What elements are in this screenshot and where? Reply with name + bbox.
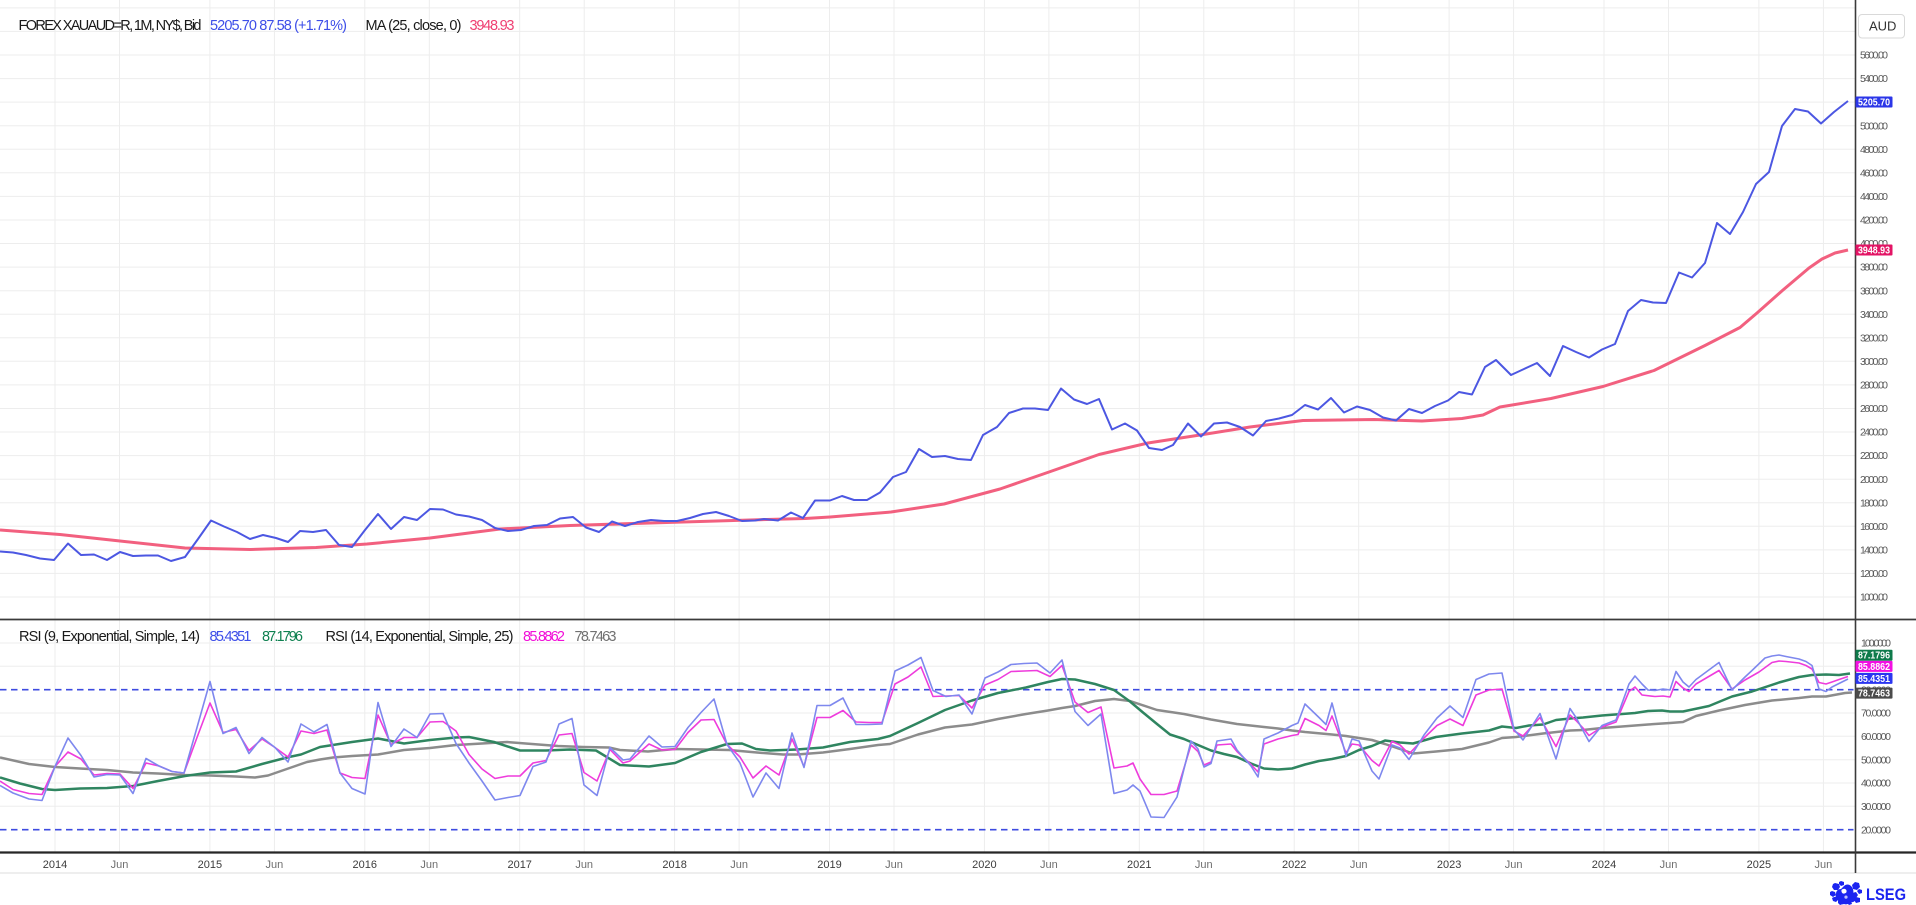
svg-text:4600.00: 4600.00 <box>1860 167 1888 179</box>
svg-text:78.7463: 78.7463 <box>575 629 617 645</box>
svg-text:3200.00: 3200.00 <box>1860 332 1888 344</box>
svg-text:Jun: Jun <box>885 859 903 871</box>
svg-text:4200.00: 4200.00 <box>1860 215 1888 227</box>
svg-text:2000.00: 2000.00 <box>1860 474 1888 486</box>
svg-text:2015: 2015 <box>198 859 222 871</box>
svg-text:3800.00: 3800.00 <box>1860 262 1888 274</box>
svg-text:FOREX XAUAUD=R, 1M, NY$, Bid: FOREX XAUAUD=R, 1M, NY$, Bid <box>19 18 202 34</box>
svg-text:3948.93: 3948.93 <box>470 18 515 34</box>
svg-text:2024: 2024 <box>1592 859 1616 871</box>
svg-text:20.0000: 20.0000 <box>1861 824 1891 836</box>
svg-text:85.4351: 85.4351 <box>210 629 252 645</box>
svg-text:Jun: Jun <box>730 859 748 871</box>
svg-text:1000.00: 1000.00 <box>1860 592 1888 604</box>
svg-text:RSI (9, Exponential, Simple, 1: RSI (9, Exponential, Simple, 14) <box>19 629 200 645</box>
svg-text:60.0000: 60.0000 <box>1861 731 1891 743</box>
svg-text:85.8862: 85.8862 <box>1858 662 1890 673</box>
svg-text:MA (25, close, 0): MA (25, close, 0) <box>366 18 462 34</box>
svg-text:87.1796: 87.1796 <box>1858 651 1890 662</box>
svg-text:3400.00: 3400.00 <box>1860 309 1888 321</box>
svg-text:Jun: Jun <box>1815 859 1833 871</box>
svg-text:2800.00: 2800.00 <box>1860 380 1888 392</box>
svg-text:2025: 2025 <box>1747 859 1771 871</box>
svg-text:4400.00: 4400.00 <box>1860 191 1888 203</box>
svg-text:1800.00: 1800.00 <box>1860 497 1888 509</box>
svg-text:Jun: Jun <box>111 859 129 871</box>
svg-text:Jun: Jun <box>1040 859 1058 871</box>
svg-text:78.7463: 78.7463 <box>1858 689 1890 700</box>
svg-text:5000.00: 5000.00 <box>1860 120 1888 132</box>
svg-text:2400.00: 2400.00 <box>1860 427 1888 439</box>
svg-text:2020: 2020 <box>972 859 996 871</box>
svg-text:2021: 2021 <box>1127 859 1151 871</box>
svg-text:Jun: Jun <box>1660 859 1678 871</box>
svg-text:3948.93: 3948.93 <box>1858 245 1890 256</box>
svg-text:Jun: Jun <box>1195 859 1213 871</box>
svg-text:2016: 2016 <box>353 859 377 871</box>
svg-text:2019: 2019 <box>817 859 841 871</box>
svg-text:5205.70: 5205.70 <box>1858 97 1890 108</box>
svg-text:2022: 2022 <box>1282 859 1306 871</box>
svg-text:85.8862: 85.8862 <box>523 629 565 645</box>
svg-text:LSEG: LSEG <box>1866 885 1906 904</box>
svg-text:5400.00: 5400.00 <box>1860 73 1888 85</box>
svg-text:2014: 2014 <box>43 859 67 871</box>
svg-text:RSI (14, Exponential, Simple,: RSI (14, Exponential, Simple, 25) <box>326 629 514 645</box>
svg-text:AUD: AUD <box>1869 19 1896 34</box>
svg-text:3000.00: 3000.00 <box>1860 356 1888 368</box>
svg-text:5205.70 87.58 (+1.71%): 5205.70 87.58 (+1.71%) <box>210 18 347 34</box>
svg-text:2018: 2018 <box>662 859 686 871</box>
svg-text:70.0000: 70.0000 <box>1861 708 1891 720</box>
svg-text:87.1796: 87.1796 <box>262 629 303 645</box>
svg-text:1200.00: 1200.00 <box>1860 568 1888 580</box>
svg-text:Jun: Jun <box>1505 859 1523 871</box>
svg-text:3600.00: 3600.00 <box>1860 285 1888 297</box>
svg-text:40.0000: 40.0000 <box>1861 778 1891 790</box>
svg-text:2600.00: 2600.00 <box>1860 403 1888 415</box>
svg-text:5600.00: 5600.00 <box>1860 50 1888 62</box>
svg-text:1400.00: 1400.00 <box>1860 545 1888 557</box>
svg-text:Jun: Jun <box>1350 859 1368 871</box>
svg-text:4800.00: 4800.00 <box>1860 144 1888 156</box>
svg-text:Jun: Jun <box>420 859 438 871</box>
svg-text:2023: 2023 <box>1437 859 1461 871</box>
svg-text:85.4351: 85.4351 <box>1858 674 1890 685</box>
svg-text:1600.00: 1600.00 <box>1860 521 1888 533</box>
svg-text:2017: 2017 <box>507 859 531 871</box>
svg-text:Jun: Jun <box>575 859 593 871</box>
svg-text:Jun: Jun <box>266 859 284 871</box>
svg-text:2200.00: 2200.00 <box>1860 450 1888 462</box>
svg-text:30.0000: 30.0000 <box>1861 801 1891 813</box>
svg-text:50.0000: 50.0000 <box>1861 754 1891 766</box>
svg-text:100.0000: 100.0000 <box>1861 638 1891 650</box>
